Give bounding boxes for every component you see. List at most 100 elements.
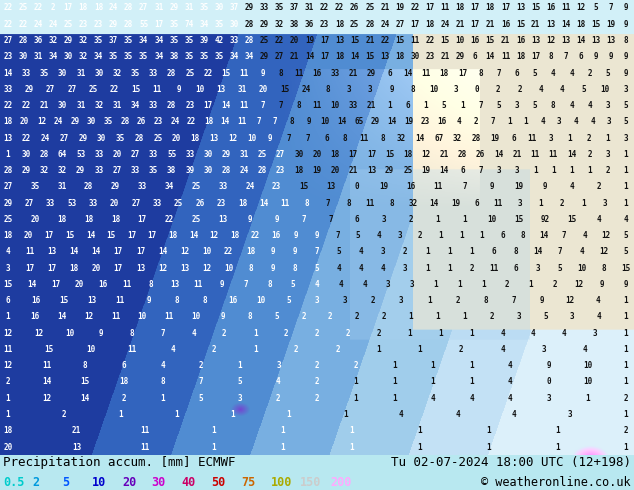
Text: 4: 4 xyxy=(560,85,564,94)
Text: 20: 20 xyxy=(313,150,321,159)
Text: 7: 7 xyxy=(256,117,261,126)
Text: 4: 4 xyxy=(597,313,602,321)
Text: 17: 17 xyxy=(349,150,358,159)
Text: 14: 14 xyxy=(387,117,397,126)
Text: 10: 10 xyxy=(583,361,592,370)
Text: 13: 13 xyxy=(218,215,228,224)
Text: 13: 13 xyxy=(87,296,97,305)
Text: 12: 12 xyxy=(3,361,13,370)
Text: 1: 1 xyxy=(587,166,592,175)
Text: 15: 15 xyxy=(107,231,115,240)
Text: 33: 33 xyxy=(230,36,239,45)
Text: 22: 22 xyxy=(335,3,344,13)
Text: 38: 38 xyxy=(167,166,176,175)
Text: 2: 2 xyxy=(276,394,281,403)
Text: 1: 1 xyxy=(253,345,257,354)
Text: 29: 29 xyxy=(245,3,254,13)
Text: 21: 21 xyxy=(72,426,81,435)
Text: 15: 15 xyxy=(621,264,631,272)
Text: 21: 21 xyxy=(380,3,389,13)
Text: 18: 18 xyxy=(294,166,304,175)
Text: 30: 30 xyxy=(294,150,304,159)
Text: 29: 29 xyxy=(371,117,380,126)
Text: 14: 14 xyxy=(415,134,425,143)
Text: 35: 35 xyxy=(40,69,49,77)
Text: 2: 2 xyxy=(33,476,40,489)
Text: 7: 7 xyxy=(562,231,567,240)
Text: 14: 14 xyxy=(403,69,413,77)
Text: 12: 12 xyxy=(42,394,51,403)
Text: 3: 3 xyxy=(314,296,320,305)
Text: 10: 10 xyxy=(577,264,586,272)
Text: 35: 35 xyxy=(139,52,148,61)
Text: 10: 10 xyxy=(487,215,496,224)
Text: 12: 12 xyxy=(202,264,211,272)
Text: 20: 20 xyxy=(259,85,268,94)
Text: 1: 1 xyxy=(409,313,413,321)
Text: 1: 1 xyxy=(524,117,528,126)
Text: 21: 21 xyxy=(441,52,450,61)
Text: 28: 28 xyxy=(365,20,375,29)
Text: 18: 18 xyxy=(425,20,435,29)
Text: 2: 2 xyxy=(314,329,320,338)
Text: 24: 24 xyxy=(49,20,58,29)
Text: 3: 3 xyxy=(347,85,351,94)
Text: 7: 7 xyxy=(335,231,340,240)
Text: 9: 9 xyxy=(593,52,598,61)
Text: 22: 22 xyxy=(425,36,435,45)
Text: 27: 27 xyxy=(3,36,13,45)
Text: 29: 29 xyxy=(25,85,34,94)
Text: 14: 14 xyxy=(494,150,503,159)
Text: 15: 15 xyxy=(567,215,577,224)
Text: 35: 35 xyxy=(124,36,133,45)
Text: 35: 35 xyxy=(30,182,39,192)
Text: 23: 23 xyxy=(185,101,195,110)
Text: 18: 18 xyxy=(191,134,200,143)
Text: 34: 34 xyxy=(165,182,174,192)
Text: 53: 53 xyxy=(67,198,77,208)
Text: 5: 5 xyxy=(291,280,295,289)
Text: 21: 21 xyxy=(290,52,299,61)
Text: 15: 15 xyxy=(531,3,540,13)
Text: 4: 4 xyxy=(500,345,505,354)
Text: 1: 1 xyxy=(253,329,257,338)
Text: 21: 21 xyxy=(512,150,522,159)
Text: 30: 30 xyxy=(22,150,31,159)
Text: 14: 14 xyxy=(486,52,495,61)
Text: 3: 3 xyxy=(397,231,402,240)
Text: 39: 39 xyxy=(199,36,209,45)
Text: 7: 7 xyxy=(328,215,333,224)
Text: 14: 14 xyxy=(567,150,576,159)
Text: 28: 28 xyxy=(245,20,254,29)
Text: 16: 16 xyxy=(30,313,39,321)
Text: 16: 16 xyxy=(546,3,555,13)
Text: 29: 29 xyxy=(221,150,231,159)
Text: 28: 28 xyxy=(258,166,267,175)
Text: 1: 1 xyxy=(392,394,396,403)
Text: 12: 12 xyxy=(574,280,583,289)
Text: 36: 36 xyxy=(34,36,42,45)
Text: 14: 14 xyxy=(259,198,268,208)
Text: 30: 30 xyxy=(204,150,212,159)
Text: 34: 34 xyxy=(230,52,239,61)
Text: 2: 2 xyxy=(199,361,204,370)
Text: 33: 33 xyxy=(218,182,228,192)
Text: 4: 4 xyxy=(508,361,512,370)
Text: 11: 11 xyxy=(548,150,558,159)
Text: 28: 28 xyxy=(221,166,231,175)
Text: 9: 9 xyxy=(271,247,275,256)
Text: 4: 4 xyxy=(583,345,587,354)
Text: 2: 2 xyxy=(403,247,408,256)
Text: 1: 1 xyxy=(408,329,412,338)
Text: 19: 19 xyxy=(451,198,460,208)
Text: 7: 7 xyxy=(325,198,330,208)
Text: 23: 23 xyxy=(79,20,88,29)
Text: 19: 19 xyxy=(422,166,430,175)
Text: 1: 1 xyxy=(6,394,10,403)
Text: 21: 21 xyxy=(40,101,49,110)
Text: 24: 24 xyxy=(41,134,50,143)
Text: 34: 34 xyxy=(245,52,254,61)
Text: 4: 4 xyxy=(359,264,363,272)
Text: 22: 22 xyxy=(224,247,233,256)
Text: 8: 8 xyxy=(297,101,301,110)
